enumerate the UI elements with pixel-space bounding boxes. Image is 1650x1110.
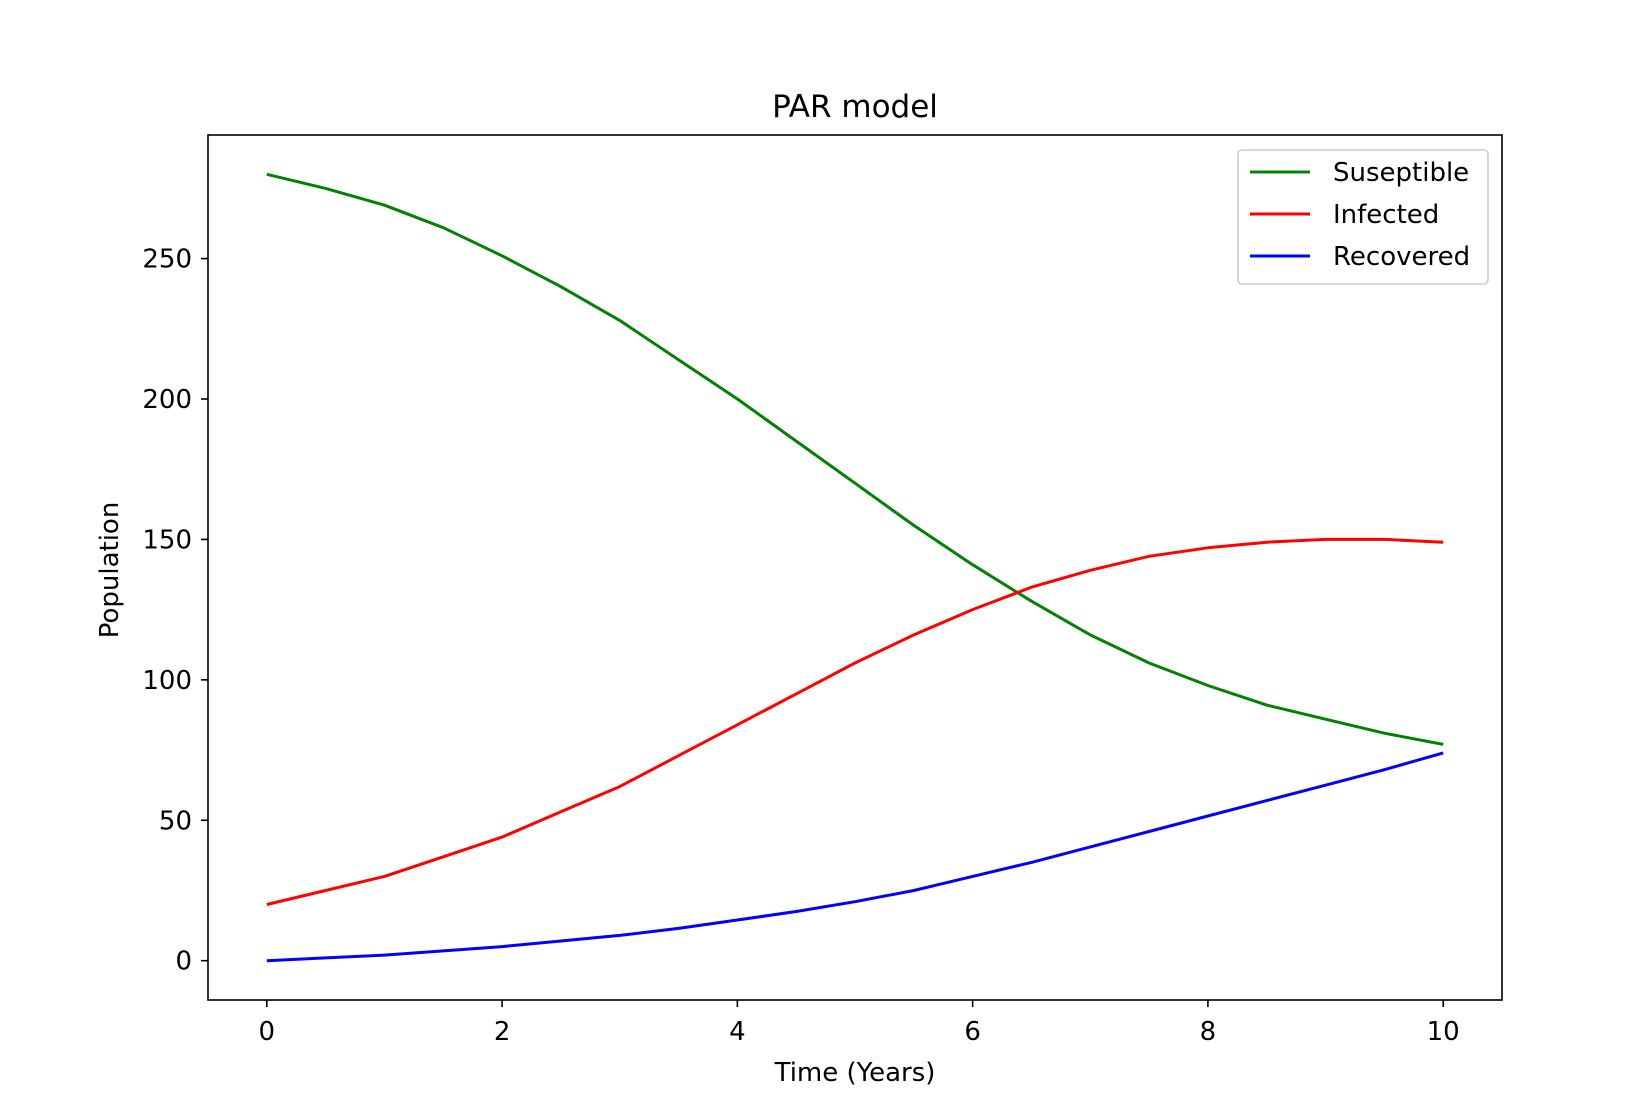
x-tick-label: 8 (1200, 1017, 1217, 1047)
y-tick-label: 250 (142, 245, 192, 275)
x-axis-label: Time (Years) (774, 1058, 936, 1088)
y-tick-label: 0 (175, 947, 192, 977)
x-tick-label: 0 (259, 1017, 276, 1047)
series-line-recovered (266, 751, 1444, 963)
series-line-suseptible (266, 172, 1444, 746)
legend-box (1237, 149, 1489, 285)
y-axis-label: Population (95, 502, 125, 639)
legend: Suseptible Infected Recovered (1237, 149, 1489, 285)
plot-area (266, 172, 1444, 963)
y-tick-label: 150 (142, 525, 192, 555)
legend-label-infected: Infected (1333, 200, 1439, 230)
x-tick-label: 4 (729, 1017, 746, 1047)
x-tick-label: 10 (1427, 1017, 1460, 1047)
chart-title: PAR model (772, 89, 938, 125)
x-tick-label: 6 (964, 1017, 981, 1047)
axes-frame (207, 134, 1503, 1001)
legend-label-suseptible: Suseptible (1333, 158, 1469, 188)
y-tick-label: 100 (142, 666, 192, 696)
legend-label-recovered: Recovered (1333, 242, 1470, 272)
y-tick-label: 50 (159, 806, 192, 836)
x-tick-label: 2 (494, 1017, 511, 1047)
y-tick-label: 200 (142, 385, 192, 415)
series-line-infected (266, 537, 1444, 906)
